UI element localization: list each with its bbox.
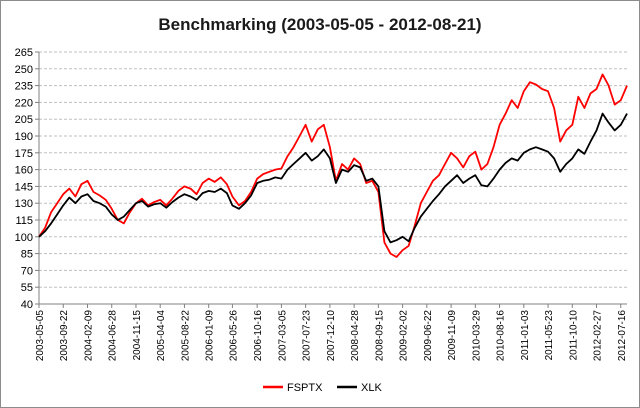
x-tick-label: 2006-05-26 <box>228 310 239 362</box>
y-tick-label: 100 <box>15 232 33 244</box>
x-tick-label: 2003-05-05 <box>35 310 46 362</box>
x-tick-label: 2011-05-23 <box>544 310 555 361</box>
x-tick-label: 2011-01-03 <box>520 310 531 361</box>
x-tick-label: 2009-06-22 <box>423 310 434 362</box>
legend-label-fsptx: FSPTX <box>287 382 323 394</box>
legend: FSPTX XLK <box>263 382 382 394</box>
y-tick-label: 160 <box>15 165 33 177</box>
x-tick-label: 2006-10-16 <box>253 310 264 362</box>
y-tick-label: 55 <box>21 282 33 294</box>
x-axis: 2003-05-05 2003-09-22 2004-02-09 2004-06-28… <box>35 303 628 362</box>
series-line-fsptx <box>38 73 628 258</box>
x-tick-label: 2007-12-10 <box>326 310 337 362</box>
x-tick-label: 2003-09-22 <box>59 310 70 362</box>
x-tick-label: 2008-04-28 <box>350 310 361 362</box>
y-tick-label: 40 <box>21 299 33 311</box>
x-tick-label: 2005-08-22 <box>180 310 191 362</box>
y-tick-label: 250 <box>15 64 33 76</box>
x-tick-label: 2006-01-09 <box>205 310 216 362</box>
y-axis: 40 55 70 85 100 115 130 145 160 175 190 205 220 235 25… <box>15 47 40 311</box>
series-layer <box>38 73 628 258</box>
x-tick-label: 2004-02-09 <box>83 310 94 362</box>
x-tick-label: 2009-11-09 <box>447 310 458 361</box>
x-tick-label: 2004-06-28 <box>108 310 119 362</box>
y-tick-label: 190 <box>15 131 33 143</box>
series-line-xlk <box>38 112 628 244</box>
grid-layer <box>39 51 627 288</box>
x-tick-label: 2004-11-15 <box>132 310 143 361</box>
x-tick-label: 2012-02-27 <box>593 310 604 362</box>
y-tick-label: 85 <box>21 249 33 261</box>
y-tick-label: 205 <box>15 114 33 126</box>
y-tick-label: 235 <box>15 81 33 93</box>
y-tick-label: 115 <box>15 215 33 227</box>
x-tick-label: 2010-03-29 <box>471 310 482 362</box>
x-tick-label: 2010-08-16 <box>496 310 507 362</box>
y-tick-label: 265 <box>15 47 33 59</box>
x-tick-label: 2009-02-02 <box>399 310 410 362</box>
x-tick-label: 2012-07-16 <box>617 310 628 362</box>
y-tick-label: 220 <box>15 97 33 109</box>
y-tick-label: 70 <box>21 265 33 277</box>
chart-title: Benchmarking (2003-05-05 - 2012-08-21) <box>158 15 481 34</box>
x-tick-label: 2005-04-04 <box>156 310 167 362</box>
x-tick-label: 2008-09-15 <box>374 310 385 362</box>
y-tick-label: 145 <box>15 181 33 193</box>
y-tick-label: 175 <box>15 148 33 160</box>
legend-label-xlk: XLK <box>361 382 382 394</box>
x-tick-label: 2007-03-05 <box>277 310 288 362</box>
x-tick-label: 2011-10-10 <box>568 310 579 361</box>
y-tick-label: 130 <box>15 198 33 210</box>
x-tick-label: 2007-07-23 <box>302 310 313 362</box>
